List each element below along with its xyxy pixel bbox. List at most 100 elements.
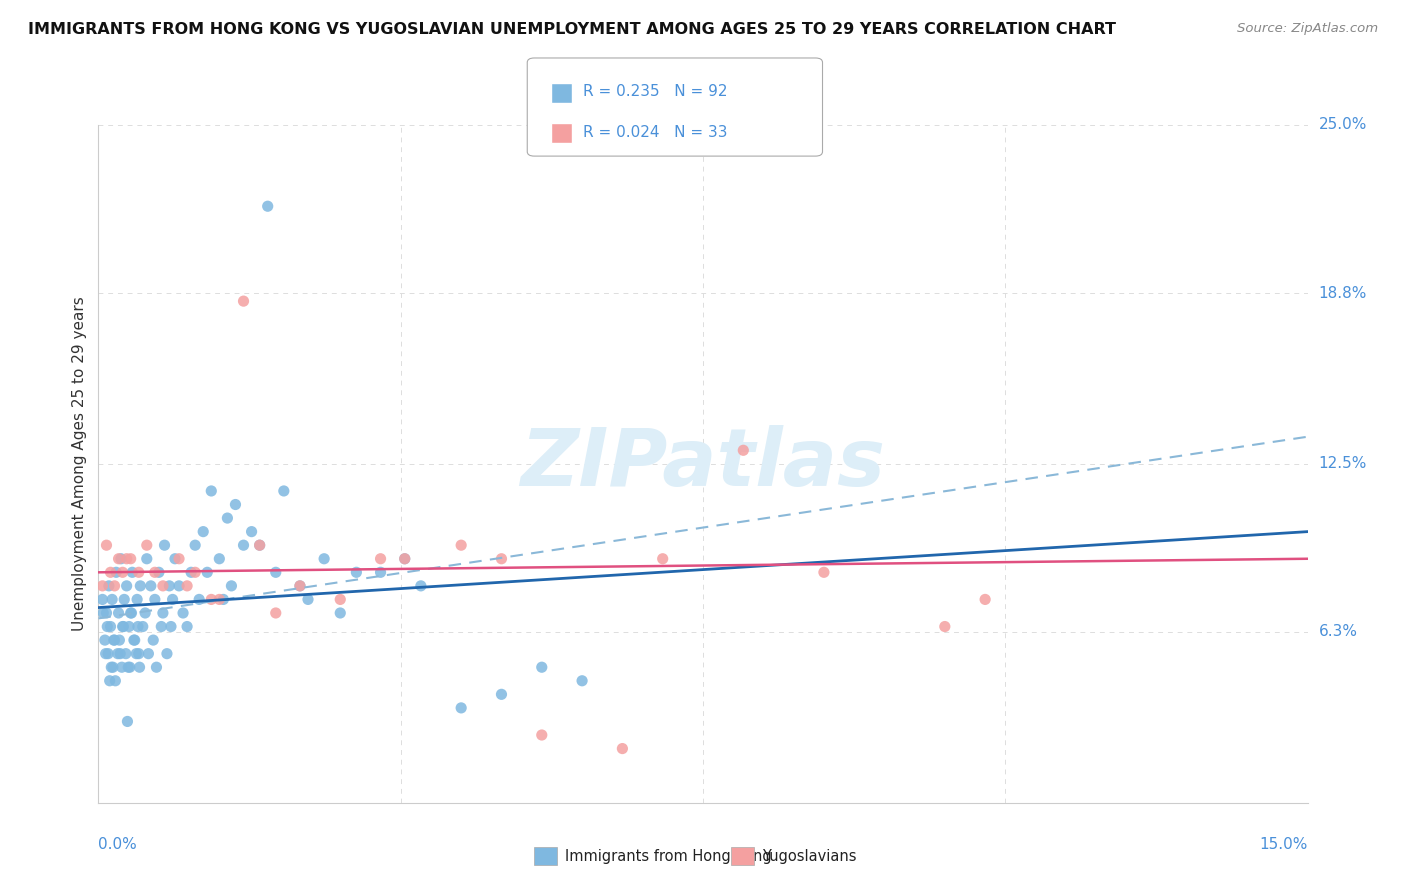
Point <box>288 579 311 593</box>
Point <box>249 538 271 552</box>
Point <box>118 660 141 674</box>
Point <box>176 579 198 593</box>
Point <box>530 660 553 674</box>
Point <box>249 538 271 552</box>
Point <box>120 551 142 566</box>
Text: R = 0.024   N = 33: R = 0.024 N = 33 <box>583 125 728 139</box>
Point <box>100 660 122 674</box>
Point <box>157 579 180 593</box>
Point <box>491 551 513 566</box>
Point <box>184 538 207 552</box>
Point <box>167 551 190 566</box>
Point <box>329 592 352 607</box>
Point <box>97 647 120 661</box>
Point <box>135 538 157 552</box>
Point <box>103 633 125 648</box>
Point <box>193 524 215 539</box>
Point <box>138 647 160 661</box>
Point <box>110 551 132 566</box>
Point <box>208 551 231 566</box>
Point <box>208 592 231 607</box>
Point <box>264 566 287 580</box>
Point <box>232 294 254 309</box>
Point <box>163 551 186 566</box>
Point <box>733 443 755 458</box>
Point <box>152 606 174 620</box>
Point <box>297 592 319 607</box>
Point <box>105 566 128 580</box>
Point <box>232 538 254 552</box>
Point <box>91 592 114 607</box>
Point <box>94 633 117 648</box>
Point <box>240 524 263 539</box>
Point <box>571 673 593 688</box>
Point <box>329 606 352 620</box>
Point <box>221 579 243 593</box>
Point <box>172 606 194 620</box>
Point <box>651 551 673 566</box>
Point <box>212 592 235 607</box>
Point <box>217 511 239 525</box>
Point <box>200 592 222 607</box>
Point <box>104 673 127 688</box>
Point <box>117 714 139 729</box>
Point <box>124 633 146 648</box>
Point <box>195 566 218 580</box>
Point <box>112 619 135 633</box>
Point <box>115 551 138 566</box>
Text: 18.8%: 18.8% <box>1319 285 1367 301</box>
Point <box>180 566 202 580</box>
Point <box>101 592 124 607</box>
Point <box>118 619 141 633</box>
Point <box>132 619 155 633</box>
Point <box>314 551 336 566</box>
Text: Immigrants from Hong Kong: Immigrants from Hong Kong <box>565 849 772 863</box>
Point <box>117 660 139 674</box>
Point <box>813 566 835 580</box>
Point <box>167 579 190 593</box>
Point <box>370 551 392 566</box>
Point <box>160 619 183 633</box>
Point <box>256 199 278 213</box>
Point <box>273 483 295 498</box>
Point <box>143 592 166 607</box>
Point <box>491 687 513 701</box>
Text: R = 0.235   N = 92: R = 0.235 N = 92 <box>583 85 728 99</box>
Point <box>120 606 142 620</box>
Point <box>122 633 145 648</box>
Point <box>450 701 472 715</box>
Point <box>91 606 114 620</box>
Point <box>143 566 166 580</box>
Point <box>96 538 118 552</box>
Point <box>152 579 174 593</box>
Point <box>94 647 117 661</box>
Point <box>394 551 416 566</box>
Point <box>344 566 367 580</box>
Point <box>139 579 162 593</box>
Point <box>96 606 118 620</box>
Point <box>530 728 553 742</box>
Point <box>129 579 152 593</box>
Point <box>108 633 131 648</box>
Point <box>370 566 392 580</box>
Point <box>128 660 150 674</box>
Point <box>111 566 134 580</box>
Text: Yugoslavians: Yugoslavians <box>762 849 856 863</box>
Point <box>224 498 246 512</box>
Text: Source: ZipAtlas.com: Source: ZipAtlas.com <box>1237 22 1378 36</box>
Point <box>127 592 149 607</box>
Text: 12.5%: 12.5% <box>1319 457 1367 471</box>
Point <box>114 647 136 661</box>
Point <box>156 647 179 661</box>
Point <box>974 592 997 607</box>
Text: 25.0%: 25.0% <box>1319 118 1367 132</box>
Point <box>188 592 211 607</box>
Point <box>450 538 472 552</box>
Point <box>148 566 170 580</box>
Text: 15.0%: 15.0% <box>1260 837 1308 852</box>
Point <box>96 619 118 633</box>
Point <box>98 673 121 688</box>
Text: ZIPatlas: ZIPatlas <box>520 425 886 503</box>
Point <box>111 619 134 633</box>
Point <box>121 606 143 620</box>
